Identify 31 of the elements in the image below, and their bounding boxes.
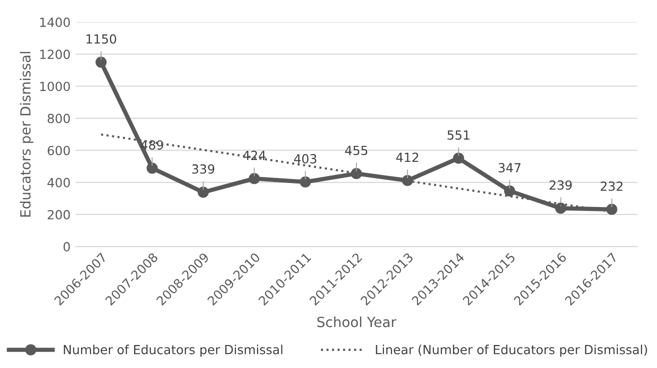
legend-label: Number of Educators per Dismissal <box>64 344 282 357</box>
data-label: 239 <box>550 180 572 190</box>
x-axis-title: School Year <box>317 316 396 328</box>
point <box>146 162 158 174</box>
point <box>198 186 209 198</box>
point <box>96 56 107 68</box>
point <box>606 204 618 215</box>
point <box>402 174 414 186</box>
y-axis-title: Educators per Dismissal <box>20 52 34 217</box>
data-label: 455 <box>345 146 368 156</box>
y-tick-label: 400 <box>47 178 70 188</box>
data-label: 412 <box>396 152 418 162</box>
legend-label: Linear (Number of Educators per Dismissal) <box>376 344 648 357</box>
point <box>504 185 516 196</box>
data-label: 347 <box>498 163 520 172</box>
point <box>453 152 464 164</box>
y-tick-label: 1200 <box>40 50 70 60</box>
y-tick-label: 0 <box>64 242 70 252</box>
point <box>248 173 260 184</box>
y-tick-label: 1000 <box>40 82 70 92</box>
data-label: 1150 <box>86 34 116 44</box>
y-tick-label: 200 <box>48 210 70 220</box>
y-tick-label: 600 <box>48 146 70 156</box>
point <box>300 176 311 188</box>
y-tick-label: 800 <box>48 114 70 124</box>
data-label: 232 <box>600 181 622 191</box>
y-tick-label: 1400 <box>40 18 70 28</box>
point <box>555 202 566 214</box>
data-label: 551 <box>448 130 470 140</box>
data-label: 403 <box>294 154 316 164</box>
data-label: 339 <box>192 164 214 174</box>
